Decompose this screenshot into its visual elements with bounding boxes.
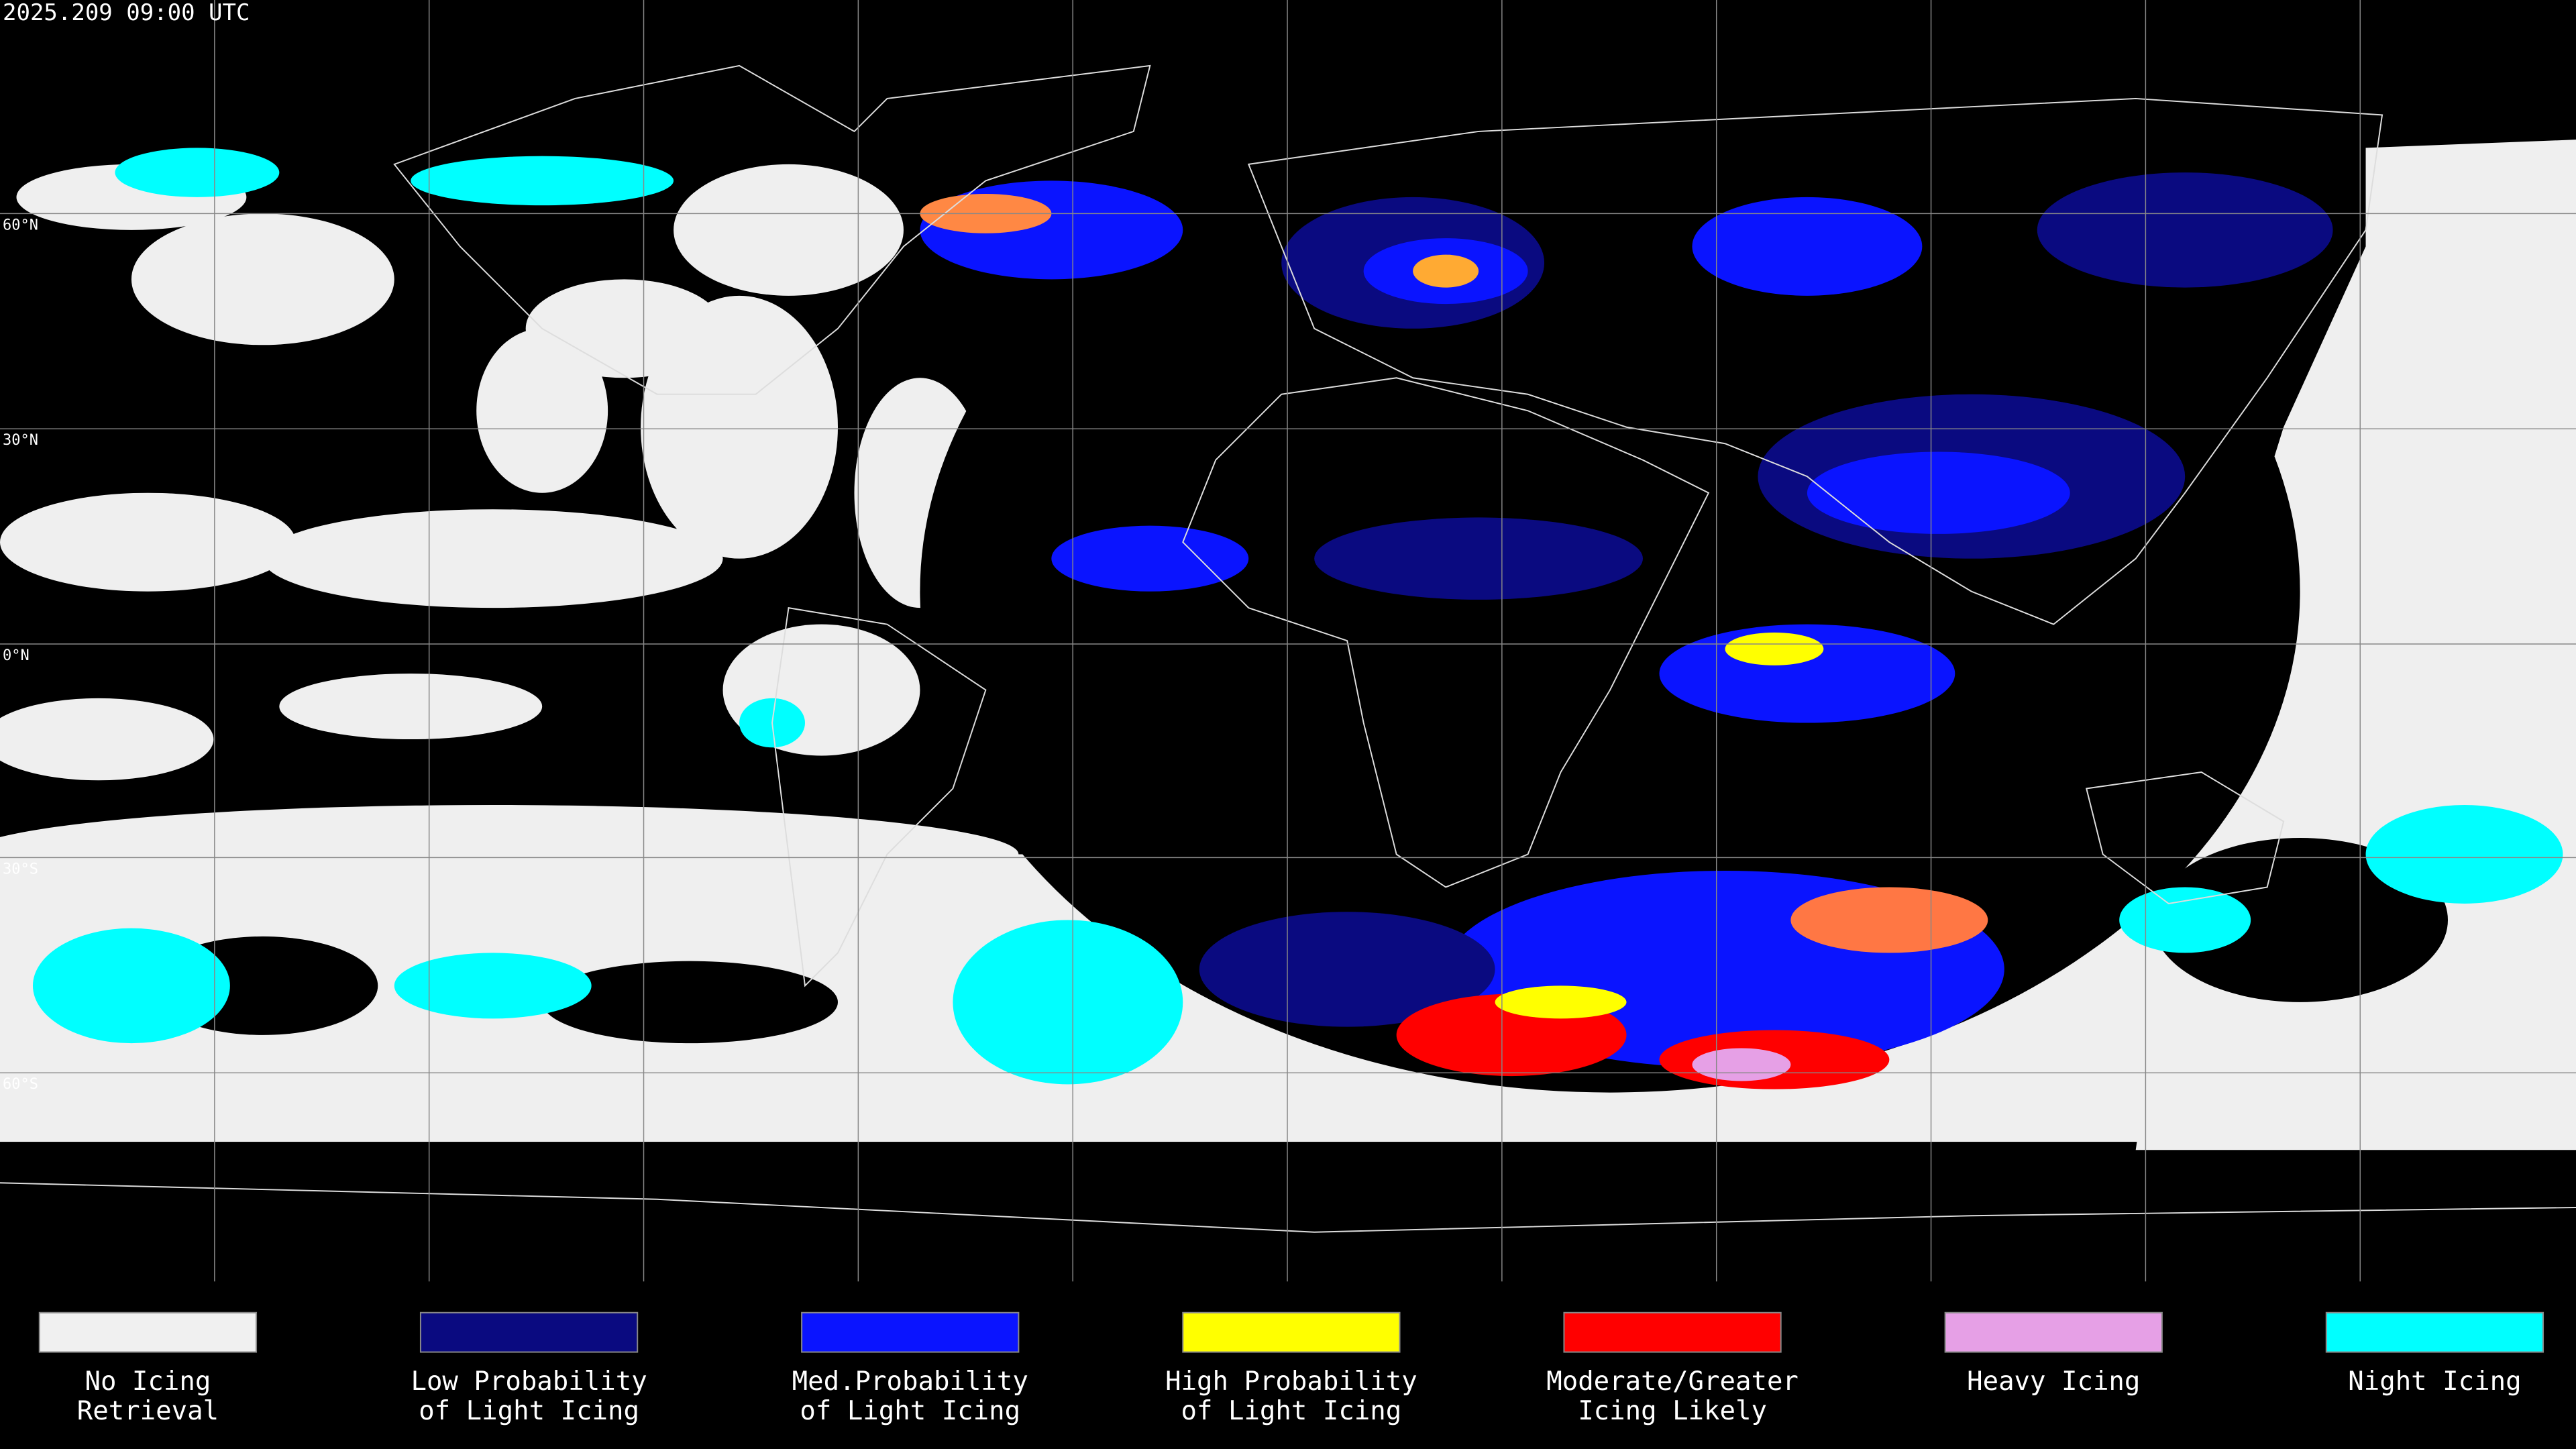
latitude-labels: 60°N 30°N 0°N 30°S 60°S: [3, 217, 38, 1093]
coastline: [1247, 97, 2383, 625]
cloud-area: [262, 509, 723, 608]
coastline: [1182, 377, 1710, 888]
coastline: [771, 606, 987, 987]
icing-area: [1692, 1048, 1791, 1081]
legend-label: of Light Icing: [800, 1396, 1020, 1426]
map: [0, 0, 2576, 1282]
latitude-label: 30°N: [3, 432, 38, 449]
latitude-label: 0°N: [3, 647, 30, 664]
icing-area: [411, 156, 674, 206]
icing-area: [2037, 172, 2333, 288]
legend-label: Heavy Icing: [1967, 1366, 2140, 1397]
icing-area: [1692, 197, 1923, 296]
legend-label: Night Icing: [2348, 1366, 2521, 1397]
legend-swatch: [419, 1311, 639, 1353]
icing-area: [1495, 985, 1627, 1019]
icing-area: [1725, 632, 1824, 665]
timestamp: 2025.209 09:00 UTC: [3, 0, 250, 26]
legend-label: of Light Icing: [419, 1396, 639, 1426]
legend-label: Icing Likely: [1578, 1396, 1767, 1426]
graticule: [0, 0, 2576, 1282]
legend-label: High Probability: [1165, 1366, 1417, 1397]
icing-area: [1807, 451, 2070, 534]
legend-swatch: [1563, 1311, 1782, 1353]
cloud-area: [0, 805, 1019, 904]
day-icing-group: [920, 172, 2333, 1089]
cloud-area: [0, 698, 214, 781]
cloud-area: [674, 164, 904, 296]
cloud-area: [131, 213, 394, 345]
legend-label: No Icing: [85, 1366, 211, 1397]
icing-area: [1314, 517, 1643, 600]
legend-label: Med.Probability: [792, 1366, 1028, 1397]
icing-area: [2119, 887, 2251, 953]
coastlines: [0, 64, 2576, 1233]
cloud-area: [0, 492, 296, 592]
icing-area: [1790, 887, 1988, 953]
icing-area: [32, 928, 230, 1044]
coastline: [2086, 771, 2285, 904]
legend-swatch: [1944, 1311, 2163, 1353]
legend-label: of Light Icing: [1181, 1396, 1402, 1426]
legend-label: Retrieval: [77, 1396, 219, 1426]
legend-label: Low Probability: [411, 1366, 647, 1397]
cloud-area: [476, 328, 608, 493]
coastline: [393, 64, 1151, 395]
icing-area: [2365, 805, 2563, 904]
legend-swatch: [801, 1311, 1020, 1353]
icing-area: [115, 148, 280, 197]
day-side: [920, 90, 2300, 1093]
icing-area: [394, 953, 592, 1019]
coastline: [0, 1182, 2576, 1233]
icing-area: [1199, 912, 1495, 1027]
legend-swatch: [1182, 1311, 1401, 1353]
legend-swatch: [38, 1311, 258, 1353]
icing-area: [953, 920, 1183, 1085]
icing-area: [1413, 254, 1479, 288]
latitude-label: 60°S: [3, 1076, 38, 1093]
legend-label: Moderate/Greater: [1546, 1366, 1799, 1397]
cloud-area: [279, 674, 543, 740]
clear-area: [2152, 837, 2449, 1002]
legend-swatch: [2325, 1311, 2544, 1353]
icing-area: [1051, 525, 1249, 592]
latitude-label: 60°N: [3, 217, 38, 233]
night-icing-group: [32, 148, 2563, 1085]
latitude-label: 30°S: [3, 861, 38, 877]
clear-area: [542, 961, 838, 1044]
